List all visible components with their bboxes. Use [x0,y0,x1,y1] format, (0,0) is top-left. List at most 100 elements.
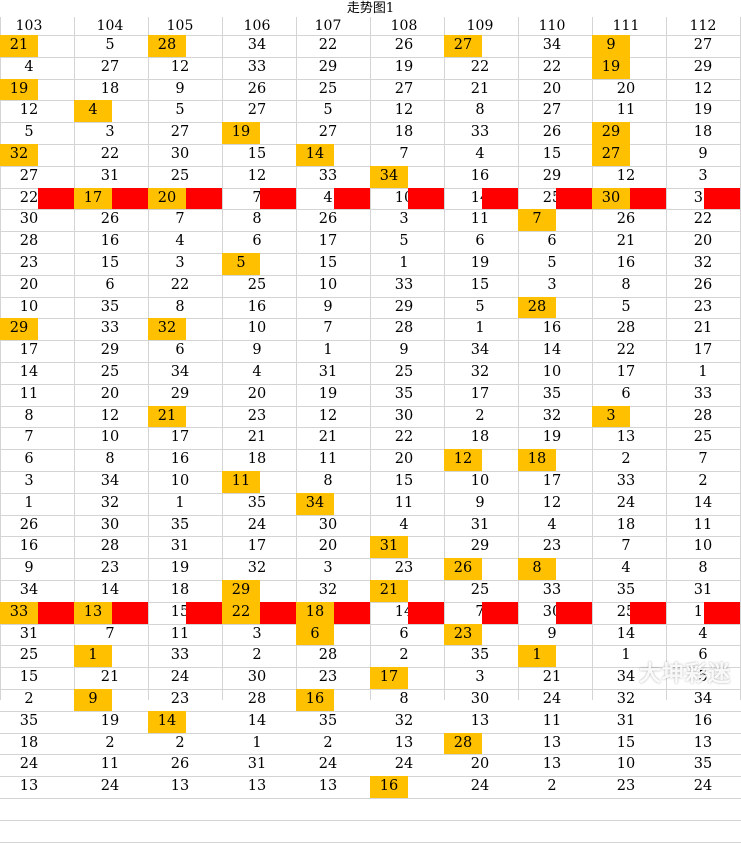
number-cell: 17 [148,427,222,449]
cell-value: 4 [88,102,98,119]
cell-value: 6 [475,233,485,250]
number-cell: 21 [518,667,592,689]
number-cell: 19 [0,78,38,101]
cell-value: 16 [542,320,562,337]
number-cell: 5 [444,297,518,319]
cell-value: 14 [693,494,713,511]
cell-value: 15 [100,255,120,271]
watermark-text: 大坤彩迷 [638,662,731,687]
cell-value: 35 [100,298,120,315]
number-cell: 12 [0,100,74,122]
number-cell: 15 [74,253,148,275]
cell-value: 17 [83,189,103,206]
number-cell: 22 [222,601,260,624]
number-cell: 3 [444,667,518,689]
number-cell: 14 [222,711,296,733]
cell-value: 11 [19,385,39,402]
grid-line-horizontal [0,253,741,254]
number-cell: 2 [370,645,444,667]
cell-value: 26 [616,211,636,228]
red-band-fill [630,601,666,624]
cell-value: 18 [247,451,267,468]
number-cell: 14 [518,340,592,362]
cell-value: 29 [100,342,120,359]
cell-value: 9 [475,494,485,511]
grid-line-horizontal [0,384,741,385]
number-cell: 27 [518,100,592,122]
cell-value: 27 [693,37,713,53]
number-cell: 23 [444,623,482,646]
number-cell: 31 [370,536,408,559]
cell-value: 18 [19,734,39,751]
cell-value: 14 [100,582,120,598]
grid-line-horizontal [0,297,741,298]
cell-value: 9 [323,298,333,315]
number-cell: 22 [444,57,518,79]
number-cell: 7 [370,144,444,166]
number-cell: 11 [148,624,222,646]
number-cell: 32 [296,580,370,602]
number-cell: 6 [444,231,518,253]
cell-value: 34 [170,364,190,380]
cell-value: 2 [698,473,708,489]
number-cell: 22 [592,340,666,362]
grid-line-horizontal [0,340,741,341]
cell-value: 29 [9,320,29,337]
grid-line-vertical [74,17,75,700]
cell-value: 10 [318,276,338,293]
cell-value: 12 [693,80,713,97]
cell-value: 35 [19,712,39,729]
number-cell: 2 [148,733,222,755]
cell-value: 12 [394,102,414,119]
cell-value: 29 [693,58,713,75]
cell-value: 6 [399,625,409,642]
cell-value: 10 [616,756,636,773]
number-cell: 13 [666,733,740,755]
cell-value: 32 [542,407,562,424]
number-cell: 29 [74,340,148,362]
cell-value: 3 [547,276,557,293]
number-cell: 8 [296,471,370,493]
cell-value: 9 [88,691,98,707]
number-cell: 18 [592,515,666,537]
cell-value: 28 [527,298,547,315]
cell-value: 16 [379,778,399,795]
cell-value: 1 [175,494,185,511]
number-cell: 10 [148,471,222,493]
number-cell: 11 [0,384,74,406]
cell-value: 27 [247,102,267,119]
cell-value: 19 [231,124,251,141]
number-cell: 19 [666,100,740,122]
grid-line-horizontal [0,798,741,799]
cell-value: 32 [470,364,490,380]
number-cell: 35 [0,711,74,733]
number-cell: 10 [444,471,518,493]
number-cell: 22 [518,57,592,79]
number-cell: 25 [74,362,148,384]
number-cell: 7 [0,427,74,449]
cell-value: 22 [470,58,490,75]
number-cell: 34 [592,667,666,689]
number-cell: 24 [296,754,370,776]
cell-value: 26 [693,276,713,293]
number-cell: 11 [296,449,370,471]
number-cell: 29 [0,318,38,341]
number-cell: 17 [592,362,666,384]
cell-value: 28 [318,647,338,664]
cell-value: 8 [621,276,631,293]
number-cell: 10 [222,318,296,340]
number-cell: 22 [370,427,444,449]
cell-value: 25 [394,364,414,380]
number-cell: 18 [666,122,740,144]
number-cell: 23 [666,297,740,319]
cell-value: 13 [394,734,414,751]
number-cell: 23 [74,558,148,580]
cell-value: 8 [105,451,115,468]
cell-value: 23 [394,560,414,577]
number-cell: 8 [592,275,666,297]
cell-value: 26 [394,37,414,53]
cell-value: 30 [100,516,120,533]
number-cell: 31 [592,711,666,733]
cell-value: 12 [453,451,473,468]
cell-value: 9 [399,342,409,359]
